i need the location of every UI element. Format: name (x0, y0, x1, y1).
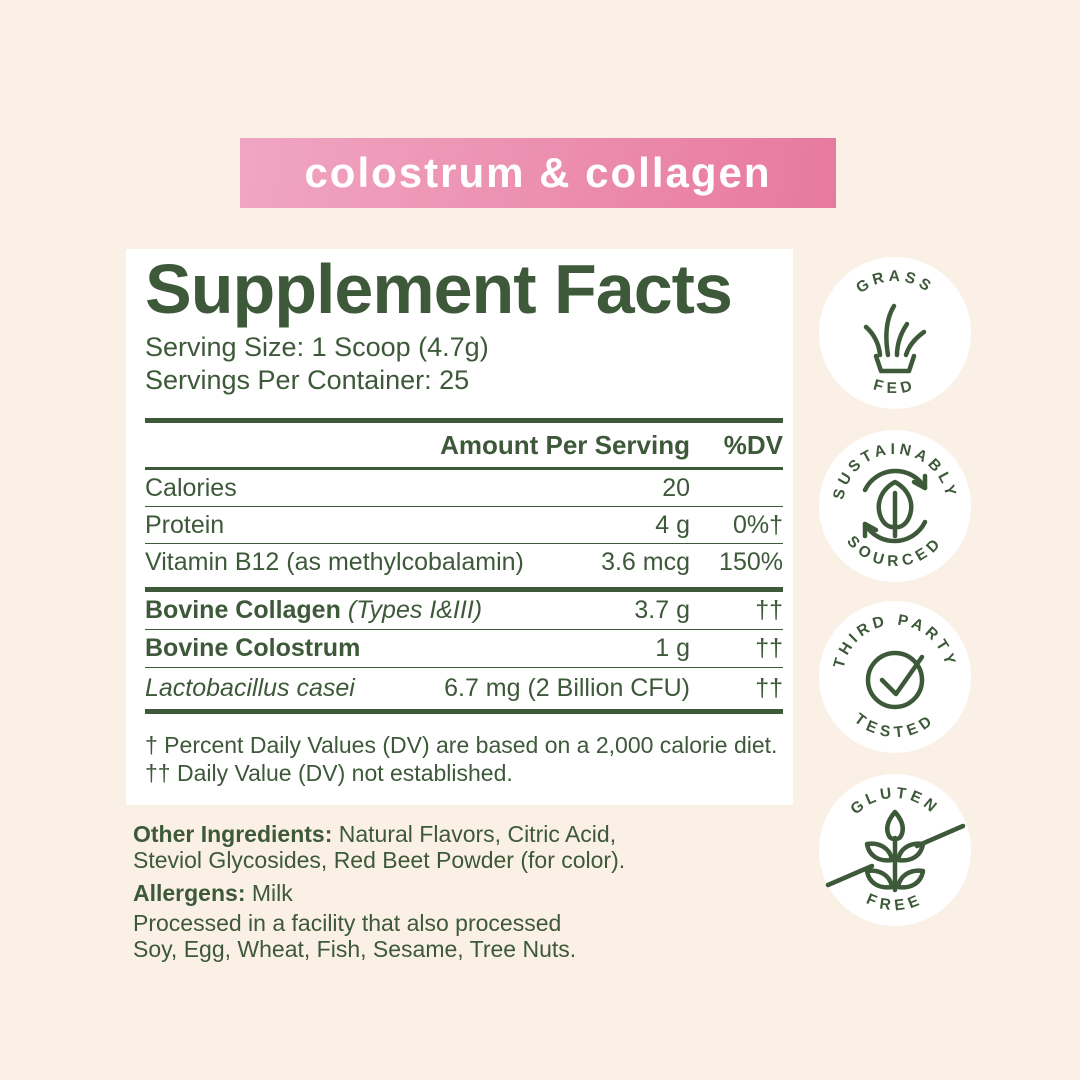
badge-sustainably-sourced: SUSTAINABLY SOURCED (819, 430, 971, 582)
leaf-recycle-icon (862, 468, 928, 544)
supplement-facts-panel: Supplement Facts Serving Size: 1 Scoop (… (126, 249, 793, 805)
table-row: Protein 4 g 0%† (145, 507, 783, 544)
dv-value: †† (755, 674, 783, 702)
allergens-text: Milk (245, 880, 293, 906)
amount-value: 20 (662, 473, 690, 502)
badge-third-party-tested: THIRD PARTY TESTED (819, 601, 971, 753)
amount-value: 3.6 mcg (601, 548, 690, 576)
nutrient-name: Bovine Colostrum (145, 634, 361, 662)
badge-circle (819, 257, 971, 409)
amount-value: 6.7 mg (2 Billion CFU) (444, 674, 690, 702)
product-name-label: colostrum & collagen (304, 149, 772, 196)
nutrient-name: Bovine Collagen (Types I&III) (145, 596, 483, 624)
product-name-banner: colostrum & collagen (240, 138, 836, 208)
footnote-line: † Percent Daily Values (DV) are based on… (145, 732, 778, 758)
allergens-label: Allergens: (133, 880, 246, 906)
nutrient-name: Protein (145, 510, 225, 539)
dv-value: 0%† (732, 510, 783, 539)
amount-value: 4 g (655, 510, 690, 539)
dv-value: †† (755, 634, 783, 662)
table-row: Vitamin B12 (as methylcobalamin) 3.6 mcg 1… (145, 544, 783, 581)
table-row: Calories 20 (145, 470, 783, 507)
other-ingredients: Other Ingredients: Natural Flavors, Citr… (133, 821, 713, 873)
dv-header: %DV (723, 429, 783, 460)
badge-grass-fed: GRASS FED (819, 257, 971, 409)
table-row: Bovine Colostrum 1 g †† (145, 630, 783, 668)
dv-value: †† (755, 596, 783, 624)
table-top-rule (145, 418, 783, 423)
footnotes: † Percent Daily Values (DV) are based on… (145, 731, 783, 787)
header-divider-rule (145, 467, 783, 470)
other-ingredients-block: Other Ingredients: Natural Flavors, Citr… (133, 821, 713, 962)
panel-title: Supplement Facts (145, 250, 733, 328)
badge-bottom-text: FED (871, 377, 918, 398)
badge-bottom-text: FREE (864, 891, 926, 915)
allergens: Allergens: Milk (133, 880, 713, 906)
table-row: Lactobacillus casei 6.7 mg (2 Billion CFU… (145, 668, 783, 709)
table-bottom-rule (145, 709, 783, 714)
badge-gluten-free: GLUTEN FREE (819, 774, 971, 926)
footnote-line: †† Daily Value (DV) not established. (145, 760, 513, 786)
amount-value: 3.7 g (634, 596, 690, 624)
servings-per-container: Servings Per Container: 25 (145, 365, 470, 395)
nutrient-name: Lactobacillus casei (145, 674, 355, 702)
nutrient-name: Vitamin B12 (as methylcobalamin) (145, 548, 524, 576)
nutrient-name: Calories (145, 473, 237, 502)
facility-statement: Processed in a facility that also proces… (133, 910, 577, 962)
badge-circle (819, 601, 971, 753)
section-divider-rule (145, 587, 783, 592)
ingredients-section: Bovine Collagen (Types I&III) 3.7 g †† Bovi… (145, 592, 783, 709)
check-circle-icon (865, 650, 925, 710)
table-header-row: Amount Per Serving %DV (145, 423, 783, 467)
nutrients-section: Calories 20 Protein 4 g 0%† Vitamin B12 (as m… (145, 470, 783, 581)
dv-value: 150% (719, 548, 783, 576)
other-ingredients-text: Natural Flavors, Citric Acid, Steviol Gl… (133, 821, 626, 873)
grass-icon (863, 303, 927, 374)
other-ingredients-label: Other Ingredients: (133, 821, 333, 847)
table-row: Bovine Collagen (Types I&III) 3.7 g †† (145, 592, 783, 630)
amount-value: 1 g (655, 634, 690, 662)
wheat-slash-icon (825, 809, 966, 893)
serving-size: Serving Size: 1 Scoop (4.7g) (145, 332, 489, 362)
amount-per-serving-header: Amount Per Serving (440, 429, 690, 460)
